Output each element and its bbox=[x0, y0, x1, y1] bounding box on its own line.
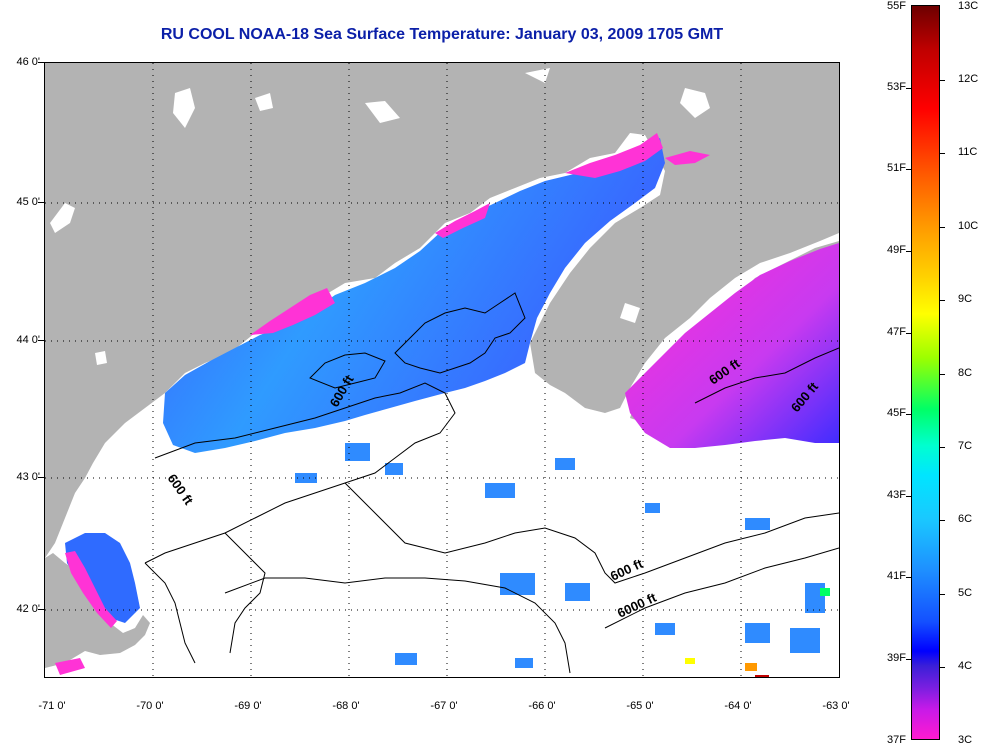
scattered-sst-pixels bbox=[295, 443, 825, 668]
cb-c-8: 8C bbox=[958, 367, 973, 379]
massachusetts-bay-water bbox=[55, 533, 140, 675]
cb-c-7: 7C bbox=[958, 440, 973, 452]
warm-pixels bbox=[685, 588, 830, 677]
cb-f-53: 53F bbox=[887, 81, 906, 93]
lon-label-69: -69 0' bbox=[234, 700, 262, 712]
lon-label-63: -63 0' bbox=[822, 700, 850, 712]
cb-c-11: 11C bbox=[958, 146, 978, 158]
bathymetry-contours bbox=[144, 292, 839, 674]
cb-c-4: 4C bbox=[958, 660, 973, 672]
cb-f-55: 55F bbox=[887, 0, 906, 12]
cb-f-45: 45F bbox=[887, 407, 906, 419]
cold-coastal-fringe bbox=[250, 133, 710, 335]
cb-f-49: 49F bbox=[887, 244, 906, 256]
temperature-colorbar bbox=[911, 5, 940, 740]
land-mainland bbox=[45, 63, 839, 558]
lon-label-65: -65 0' bbox=[626, 700, 654, 712]
cb-f-39: 39F bbox=[887, 652, 906, 664]
lon-label-70: -70 0' bbox=[136, 700, 164, 712]
lon-label-64: -64 0' bbox=[724, 700, 752, 712]
lon-label-71: -71 0' bbox=[38, 700, 66, 712]
lat-label-42: 42 0' bbox=[16, 603, 40, 615]
lat-label-44: 44 0' bbox=[16, 334, 40, 346]
cb-f-43: 43F bbox=[887, 489, 906, 501]
lat-label-45: 45 0' bbox=[16, 196, 40, 208]
cb-f-47: 47F bbox=[887, 326, 906, 338]
inland-lakes bbox=[50, 68, 710, 365]
lon-label-66: -66 0' bbox=[528, 700, 556, 712]
cb-f-41: 41F bbox=[887, 570, 906, 582]
sst-map: 600 ft 600 ft 600 ft 600 ft 6000 ft 600 … bbox=[44, 62, 840, 678]
lat-label-46: 46 0' bbox=[16, 56, 40, 68]
contour-label-600-west: 600 ft bbox=[165, 471, 197, 508]
lon-label-67: -67 0' bbox=[430, 700, 458, 712]
map-title: RU COOL NOAA-18 Sea Surface Temperature:… bbox=[160, 26, 724, 43]
cb-c-6: 6C bbox=[958, 513, 973, 525]
gulf-of-maine-water bbox=[163, 138, 665, 453]
scotian-shelf-water bbox=[625, 243, 839, 448]
cb-c-3: 3C bbox=[958, 734, 973, 746]
cb-c-12: 12C bbox=[958, 73, 979, 85]
cb-c-10: 10C bbox=[958, 220, 979, 232]
graticule bbox=[45, 63, 839, 677]
lat-label-43: 43 0' bbox=[16, 471, 40, 483]
lon-label-68: -68 0' bbox=[332, 700, 360, 712]
cb-c-13: 13C bbox=[958, 0, 979, 12]
cb-c-9: 9C bbox=[958, 293, 973, 305]
cb-f-37: 37F bbox=[887, 734, 906, 746]
cb-c-5: 5C bbox=[958, 587, 973, 599]
contour-label-6000: 6000 ft bbox=[615, 589, 659, 620]
cb-f-51: 51F bbox=[887, 162, 906, 174]
